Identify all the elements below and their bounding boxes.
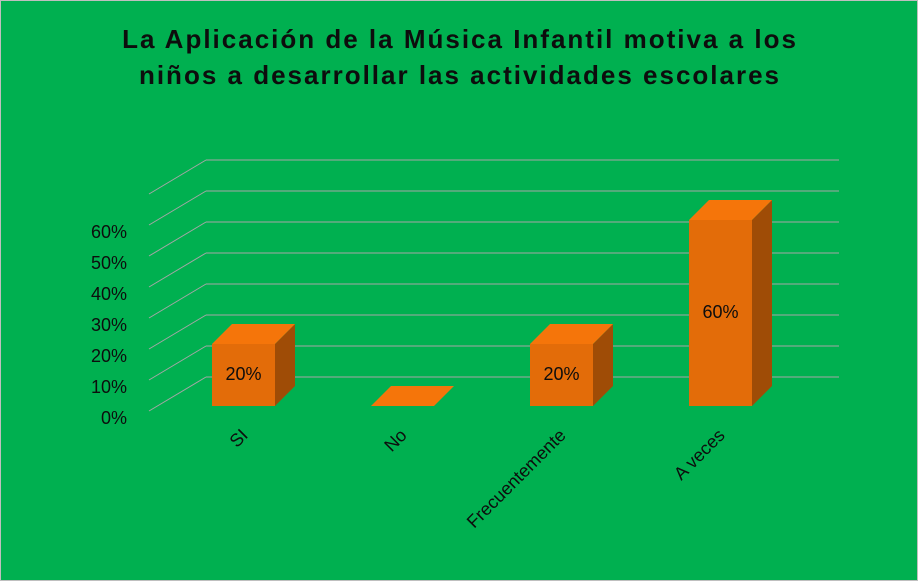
grid-line — [148, 283, 207, 319]
x-tick-label: A veces — [670, 425, 729, 484]
grid-line — [148, 221, 207, 257]
y-tick-label: 10% — [91, 377, 127, 397]
data-label: 20% — [225, 364, 261, 384]
bar — [689, 220, 752, 406]
data-label: 20% — [543, 364, 579, 384]
grid-line — [148, 159, 207, 195]
bar-side — [593, 324, 613, 406]
grid-line — [148, 190, 207, 226]
chart-title: La Aplicación de la Música Infantil moti… — [122, 24, 798, 90]
bar — [212, 344, 275, 406]
y-tick-label: 60% — [91, 222, 127, 242]
bar — [530, 344, 593, 406]
bar-top — [689, 200, 772, 220]
y-tick-label: 30% — [91, 315, 127, 335]
x-tick-label: No — [380, 425, 410, 455]
y-tick-label: 0% — [101, 408, 127, 428]
x-tick-label: Frecuentemente — [463, 425, 570, 532]
y-tick-label: 50% — [91, 253, 127, 273]
data-label: 60% — [702, 302, 738, 322]
x-tick-label: SI — [226, 425, 252, 451]
bar-side — [275, 324, 295, 406]
bar-top — [212, 324, 295, 344]
bar-top — [530, 324, 613, 344]
bar-top — [371, 386, 454, 406]
grid-line — [148, 376, 207, 412]
bar-side — [752, 200, 772, 406]
grid-line — [148, 314, 207, 350]
grid-line — [148, 252, 207, 288]
y-tick-label: 20% — [91, 346, 127, 366]
grid-line — [148, 345, 207, 381]
y-tick-label: 40% — [91, 284, 127, 304]
